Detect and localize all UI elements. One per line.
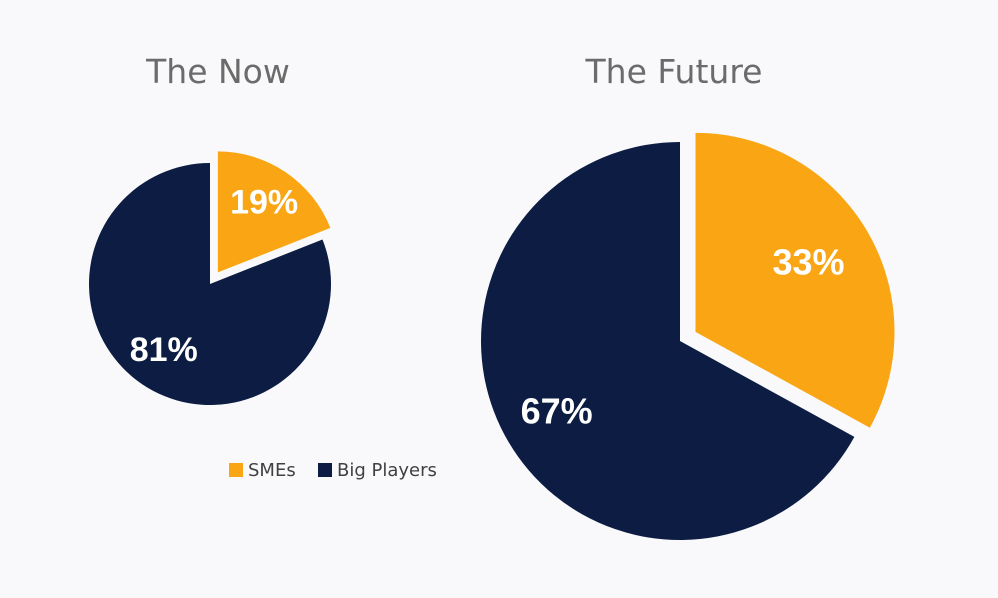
legend-swatch-big-players xyxy=(318,463,332,477)
pie-now-slices: 19% 81% xyxy=(89,151,331,405)
pie-chart-now: The Now 19% 81% xyxy=(89,52,331,405)
pie-now-label-smes: 19% xyxy=(230,183,298,221)
pie-future-slices: 33% 67% xyxy=(481,132,895,540)
pie-future-label-big-players: 67% xyxy=(521,390,593,431)
legend: SMEs Big Players xyxy=(229,460,437,481)
pie-future-slice-smes xyxy=(695,132,895,428)
pie-chart-future: The Future 33% 67% xyxy=(481,52,895,540)
pie-now-slice-smes xyxy=(217,151,331,273)
legend-swatch-smes xyxy=(229,463,243,477)
pie-now-slice-big-players xyxy=(89,163,331,405)
legend-label-smes: SMEs xyxy=(248,460,296,481)
pie-now-label-big-players: 81% xyxy=(130,331,198,369)
pie-future-label-smes: 33% xyxy=(773,241,845,282)
pie-future-slice-big-players xyxy=(481,141,855,540)
legend-label-big-players: Big Players xyxy=(337,460,437,481)
chart-title-future: The Future xyxy=(585,52,763,91)
chart-title-now: The Now xyxy=(145,52,290,91)
